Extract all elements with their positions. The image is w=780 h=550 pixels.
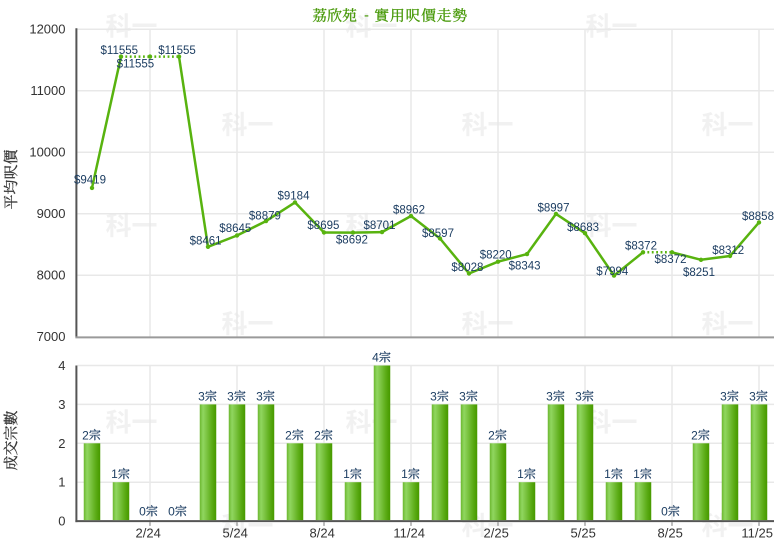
- svg-text:2: 2: [488, 428, 495, 442]
- svg-text:2/24: 2/24: [136, 526, 161, 541]
- svg-text:0: 0: [661, 504, 668, 518]
- svg-text:11/25: 11/25: [741, 526, 773, 541]
- svg-text:$8372: $8372: [625, 241, 657, 253]
- svg-text:$9419: $9419: [74, 174, 106, 186]
- svg-text:10000: 10000: [29, 145, 65, 160]
- svg-text:0: 0: [168, 504, 175, 518]
- svg-text:2: 2: [82, 428, 89, 442]
- svg-text:$8372: $8372: [655, 254, 687, 266]
- svg-text:$8645: $8645: [219, 223, 251, 235]
- svg-text:0: 0: [139, 504, 146, 518]
- svg-text:$8692: $8692: [336, 234, 368, 246]
- svg-text:$9184: $9184: [278, 191, 311, 203]
- svg-text:12000: 12000: [29, 22, 65, 37]
- svg-text:2: 2: [314, 428, 321, 442]
- svg-text:2: 2: [691, 428, 698, 442]
- svg-text:$8879: $8879: [249, 210, 281, 222]
- svg-text:0: 0: [58, 514, 65, 529]
- svg-text:$11555: $11555: [158, 45, 196, 57]
- svg-text:$8028: $8028: [451, 262, 483, 274]
- svg-text:9000: 9000: [37, 206, 66, 221]
- svg-text:$8997: $8997: [538, 203, 570, 215]
- svg-text:7000: 7000: [37, 329, 66, 344]
- svg-text:$8343: $8343: [509, 260, 541, 272]
- svg-text:-: -: [364, 7, 369, 24]
- svg-text:$7994: $7994: [596, 266, 629, 278]
- svg-text:$8962: $8962: [393, 205, 425, 217]
- svg-text:1: 1: [111, 467, 118, 481]
- svg-text:$8312: $8312: [712, 245, 744, 257]
- svg-text:5/25: 5/25: [571, 526, 596, 541]
- svg-text:1: 1: [343, 467, 350, 481]
- svg-text:11000: 11000: [30, 83, 65, 98]
- svg-text:8/24: 8/24: [310, 526, 335, 541]
- svg-text:1: 1: [401, 467, 408, 481]
- svg-text:2/25: 2/25: [484, 526, 509, 541]
- svg-text:8000: 8000: [37, 268, 66, 283]
- svg-text:3: 3: [256, 389, 263, 403]
- svg-text:$11555: $11555: [117, 59, 155, 71]
- svg-text:3: 3: [198, 389, 205, 403]
- svg-text:4: 4: [372, 351, 379, 365]
- svg-text:11/24: 11/24: [393, 526, 425, 541]
- svg-text:$8461: $8461: [190, 235, 222, 247]
- svg-text:$8597: $8597: [422, 228, 454, 240]
- svg-text:3: 3: [749, 389, 756, 403]
- svg-text:$8220: $8220: [480, 250, 512, 262]
- svg-text:3: 3: [227, 389, 234, 403]
- svg-text:$8858: $8858: [742, 211, 774, 223]
- svg-text:5/24: 5/24: [223, 526, 248, 541]
- svg-text:3: 3: [459, 389, 466, 403]
- svg-text:$8695: $8695: [307, 220, 339, 232]
- svg-text:1: 1: [58, 475, 65, 490]
- svg-text:$8251: $8251: [683, 267, 715, 279]
- svg-text:4: 4: [58, 358, 65, 373]
- svg-text:3: 3: [575, 389, 582, 403]
- svg-text:1: 1: [633, 467, 640, 481]
- svg-text:8/25: 8/25: [658, 526, 683, 541]
- svg-text:2: 2: [285, 428, 292, 442]
- svg-text:3: 3: [720, 389, 727, 403]
- svg-text:$11555: $11555: [101, 45, 139, 57]
- svg-text:3: 3: [430, 389, 437, 403]
- svg-text:2: 2: [58, 436, 65, 451]
- svg-text:$8683: $8683: [567, 222, 599, 234]
- svg-text:$8701: $8701: [364, 220, 396, 232]
- svg-text:3: 3: [546, 389, 553, 403]
- svg-text:3: 3: [58, 397, 65, 412]
- svg-text:1: 1: [517, 467, 524, 481]
- svg-text:1: 1: [604, 467, 611, 481]
